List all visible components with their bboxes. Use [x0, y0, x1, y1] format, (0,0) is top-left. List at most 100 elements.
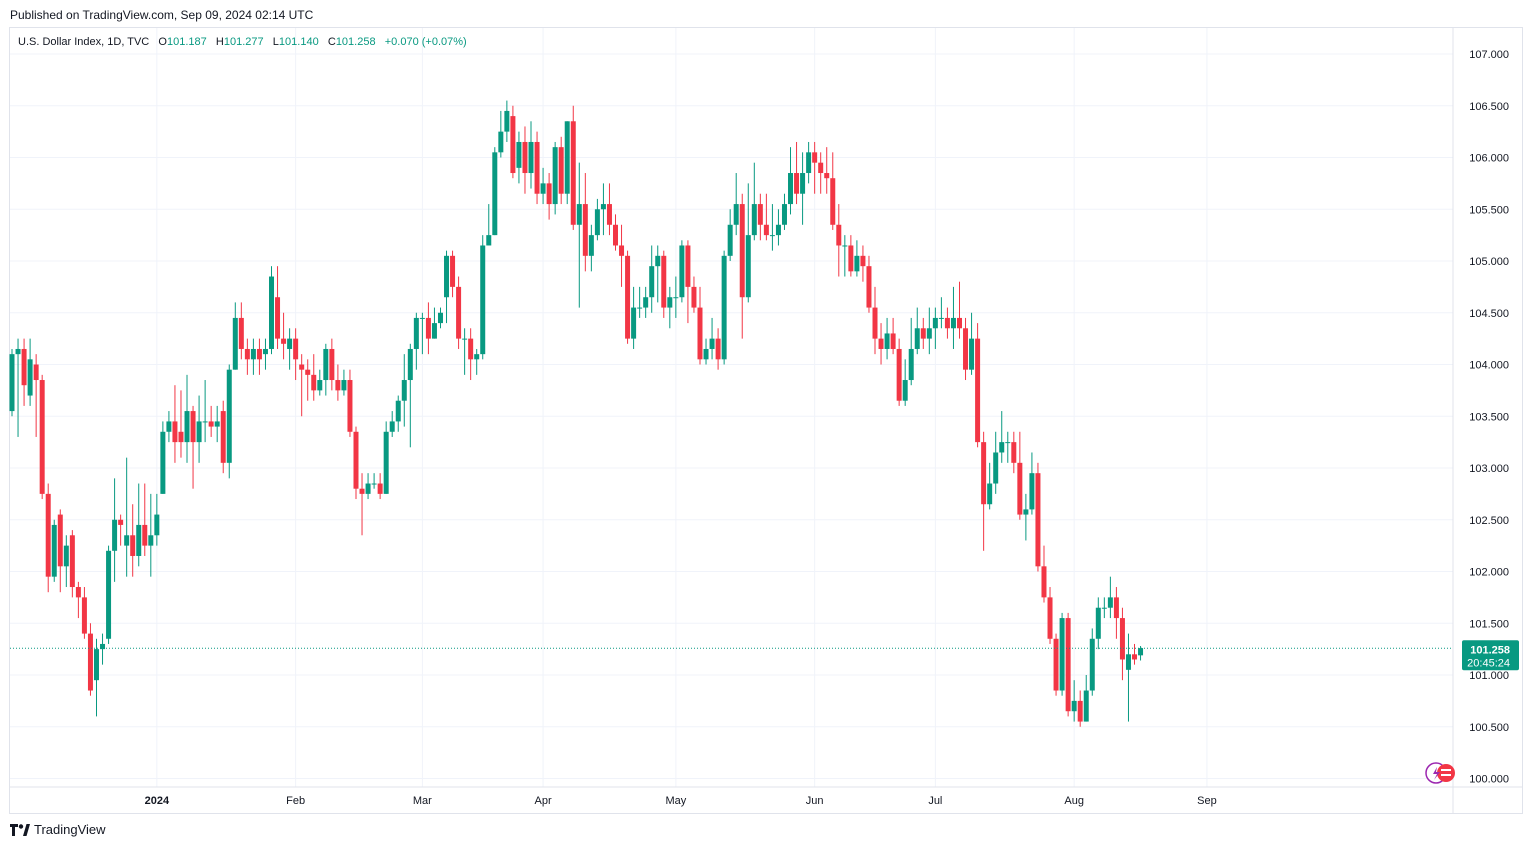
candle-body — [420, 318, 425, 319]
candle-body — [842, 245, 847, 246]
candle — [58, 509, 63, 592]
candle — [583, 173, 588, 271]
candle-body — [299, 365, 304, 370]
candle-body — [1138, 648, 1143, 655]
candle — [1048, 587, 1053, 644]
candle-body — [800, 173, 805, 194]
candle-body — [432, 323, 437, 339]
candle-body — [601, 204, 606, 209]
low-value: 101.140 — [279, 36, 319, 48]
candle-body — [474, 354, 479, 359]
candle-body — [547, 183, 552, 204]
candle — [830, 152, 835, 230]
candle — [10, 349, 15, 416]
candle-body — [360, 489, 365, 494]
candle-body — [673, 297, 678, 298]
open-value: 101.187 — [167, 36, 207, 48]
candle-body — [341, 380, 346, 390]
candle — [40, 375, 45, 499]
candle-body — [203, 421, 208, 422]
candle-body — [782, 204, 787, 225]
grid-layer — [10, 28, 1453, 787]
candle — [661, 251, 666, 318]
candle — [311, 354, 316, 401]
symbol-name[interactable]: U.S. Dollar Index, 1D, TVC — [18, 36, 149, 48]
candle-body — [209, 421, 214, 426]
candle — [257, 339, 262, 375]
y-tick-label: 105.500 — [1469, 204, 1509, 216]
candle-body — [185, 411, 190, 442]
candle-body — [522, 142, 527, 173]
candle-body — [915, 328, 920, 349]
candle — [402, 354, 407, 426]
candle — [529, 121, 534, 188]
candle-body — [118, 520, 123, 525]
candle-body — [565, 121, 570, 193]
candle-body — [480, 245, 485, 354]
candle-body — [854, 256, 859, 272]
candle — [667, 287, 672, 328]
candle-body — [794, 173, 799, 194]
candle-body — [927, 328, 932, 338]
candle — [118, 515, 123, 546]
candle — [716, 328, 721, 369]
candle-body — [963, 328, 968, 369]
candle — [704, 339, 709, 365]
candle-body — [233, 318, 238, 370]
candle — [897, 339, 902, 406]
candle — [414, 313, 419, 370]
y-tick-label: 101.500 — [1469, 618, 1509, 630]
candle — [770, 204, 775, 251]
candle — [438, 308, 443, 329]
candle-body — [353, 432, 358, 489]
candle-body — [112, 520, 117, 551]
candle-body — [166, 421, 171, 431]
footer-brand[interactable]: TradingView — [10, 822, 106, 837]
candle-body — [1132, 654, 1137, 659]
candle-body — [1108, 597, 1113, 607]
high-value: 101.277 — [224, 36, 264, 48]
candle — [209, 406, 214, 437]
candle — [637, 287, 642, 318]
candle-body — [510, 116, 515, 173]
candle — [408, 344, 413, 448]
us-flag-event-icon — [1426, 763, 1455, 783]
candle-body — [595, 209, 600, 235]
candle-body — [1005, 442, 1010, 443]
candle — [752, 163, 757, 241]
candle-body — [257, 349, 262, 359]
candle — [824, 147, 829, 194]
candle-body — [951, 318, 956, 328]
candle-body — [396, 401, 401, 422]
candlestick-chart[interactable]: 100.000100.500101.000101.500102.000102.5… — [0, 0, 1534, 849]
candle — [903, 359, 908, 406]
candle — [535, 132, 540, 204]
candle-body — [40, 380, 45, 494]
candle — [263, 339, 268, 370]
candle — [130, 504, 135, 576]
candle-body — [245, 349, 250, 359]
candle-body — [860, 256, 865, 266]
x-tick-label: 2024 — [145, 795, 170, 807]
candle — [269, 266, 274, 354]
candle — [993, 432, 998, 494]
candle-body — [939, 318, 944, 319]
candle — [619, 225, 624, 287]
y-tick-label: 102.000 — [1469, 567, 1509, 579]
candle-body — [28, 359, 33, 395]
candle — [999, 411, 1004, 463]
candle — [879, 323, 884, 364]
candle — [541, 168, 546, 204]
candle — [88, 623, 93, 695]
candle — [245, 339, 250, 375]
candle — [854, 240, 859, 276]
candle-body — [589, 235, 594, 256]
candle-body — [740, 204, 745, 297]
candle-body — [1114, 597, 1119, 618]
y-tick-label: 107.000 — [1469, 49, 1509, 61]
tradingview-logo-icon — [10, 824, 30, 836]
candle-body — [788, 173, 793, 204]
candle-body — [1102, 608, 1107, 609]
candle — [740, 194, 745, 339]
candle — [1126, 634, 1131, 722]
